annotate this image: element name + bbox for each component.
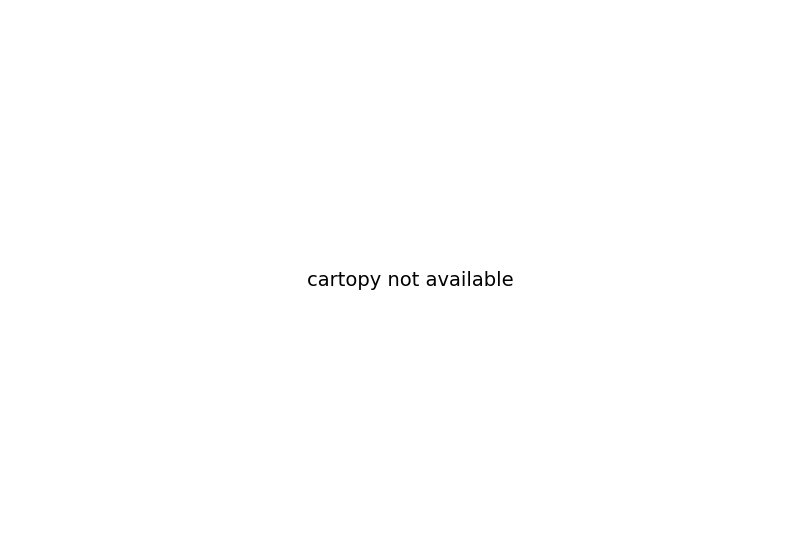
- Text: cartopy not available: cartopy not available: [308, 271, 513, 290]
